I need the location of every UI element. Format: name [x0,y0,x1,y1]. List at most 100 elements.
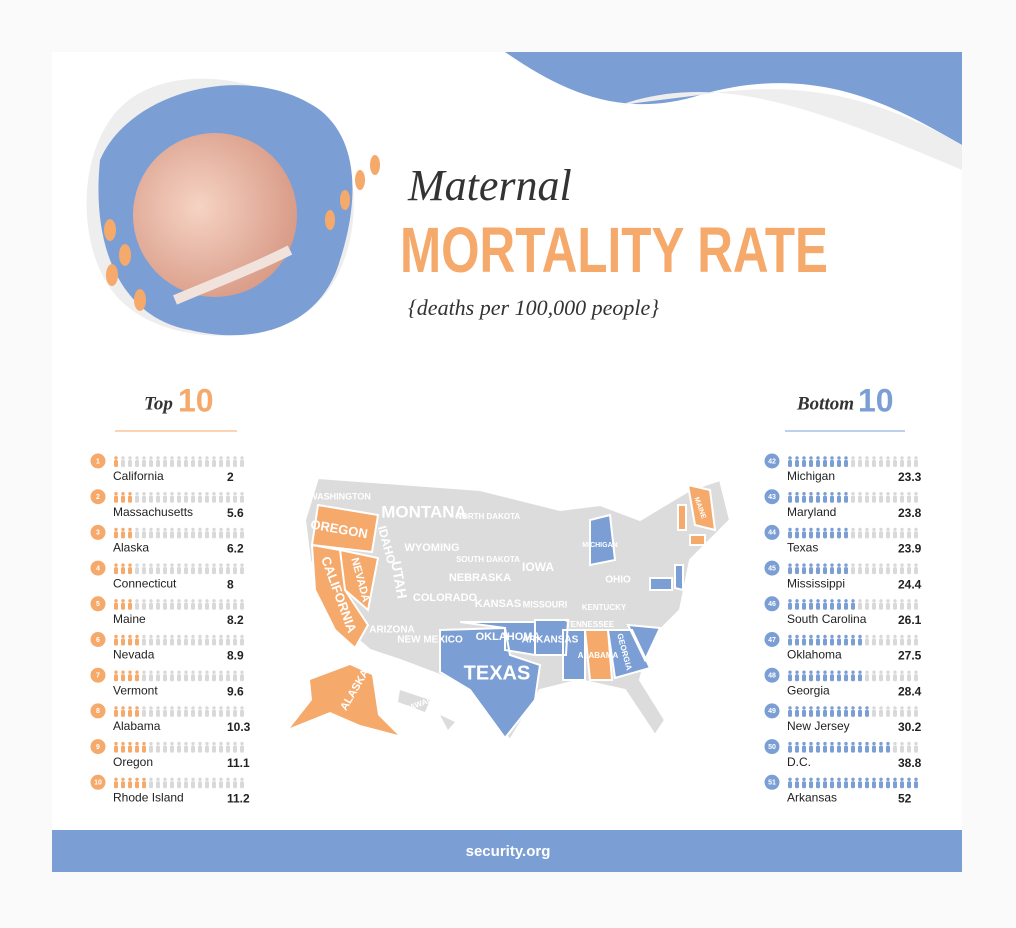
rate-icons [114,456,118,467]
icon-head [900,563,904,567]
icon-head [816,492,820,496]
icon-head [205,706,209,710]
icon-body [802,531,806,539]
state-name: Rhode Island [113,790,184,804]
icon-body [198,495,202,503]
icon-body [114,460,118,467]
icon-head [198,634,202,639]
icon-head [914,527,918,532]
rate-value: 10.3 [227,720,251,734]
icon-body [788,674,792,682]
icon-body [156,495,160,503]
icon-body [830,602,834,610]
rank-number: 51 [768,780,776,787]
icon-body [865,781,869,789]
rate-value: 26.1 [898,613,922,627]
icon-head [858,777,862,781]
icon-head [233,741,237,746]
icon-head [795,634,799,639]
icon-body [907,781,911,789]
subtitle: {deaths per 100,000 people} [408,295,659,320]
state-name: Maryland [787,505,836,519]
icon-head [156,456,160,460]
icon-head [170,670,174,674]
icon-head [184,563,188,567]
icon-body [240,531,244,539]
icon-head [121,599,125,603]
icon-body [872,602,876,610]
icon-body [149,674,153,682]
icon-head [872,492,876,496]
icon-body [121,567,125,575]
icon-body [802,781,806,789]
icon-head [879,456,883,460]
icon-head [128,456,132,460]
icon-head [121,777,125,781]
icon-body [184,567,188,575]
icon-body [809,567,813,575]
state-name: Massachusetts [113,505,193,519]
icon-head [184,706,188,710]
icon-body [907,638,911,646]
icon-body [128,602,132,610]
icon-head [830,599,834,603]
icon-head [837,741,841,746]
icon-head [802,456,806,460]
rank-number: 10 [94,780,102,787]
icon-body [114,745,118,753]
icon-body [191,602,195,610]
icon-body [907,709,911,717]
rate-icons [114,634,139,646]
icon-body [219,460,223,467]
icon-body [121,781,125,789]
icon-body [170,495,174,503]
icon-body [844,781,848,789]
icon-body [837,567,841,575]
icon-body [886,674,890,682]
icon-head [865,492,869,496]
rank-number: 2 [96,494,100,501]
icon-head [865,456,869,460]
state-name: Alabama [113,719,161,733]
icon-head [816,670,820,674]
icon-body [212,781,216,789]
icon-body [816,781,820,789]
icon-head [149,563,153,567]
icon-body [219,674,223,682]
icon-head [184,492,188,496]
icon-head [893,634,897,639]
rank-number: 48 [768,673,776,680]
icon-head [114,706,118,710]
icon-head [851,634,855,639]
icon-body [872,460,876,467]
icon-body [830,567,834,575]
icon-head [879,741,883,746]
icon-body [844,602,848,610]
icon-head [128,777,132,781]
icon-body [879,745,883,753]
rate-icons [114,492,132,503]
icon-body [816,495,820,503]
state-name: Oklahoma [787,648,842,662]
icon-body [872,709,876,717]
icon-body [830,460,834,467]
icon-body [149,745,153,753]
rate-value: 11.1 [227,756,250,770]
icon-head [830,706,834,710]
icon-body [788,495,792,503]
icon-head [212,563,216,567]
icon-head [886,777,890,781]
icon-body [219,495,223,503]
map-label: IOWA [522,560,554,574]
rate-value: 6.2 [227,542,244,556]
icon-head [795,456,799,460]
icon-body [233,638,237,646]
icon-head [900,456,904,460]
rank-badge [90,703,106,719]
top-heading-word: Top [144,393,173,414]
state-name: Mississippi [787,576,845,590]
map-label: WYOMING [405,542,460,554]
icon-head [886,456,890,460]
icon-body [114,709,118,717]
icon-head [212,599,216,603]
